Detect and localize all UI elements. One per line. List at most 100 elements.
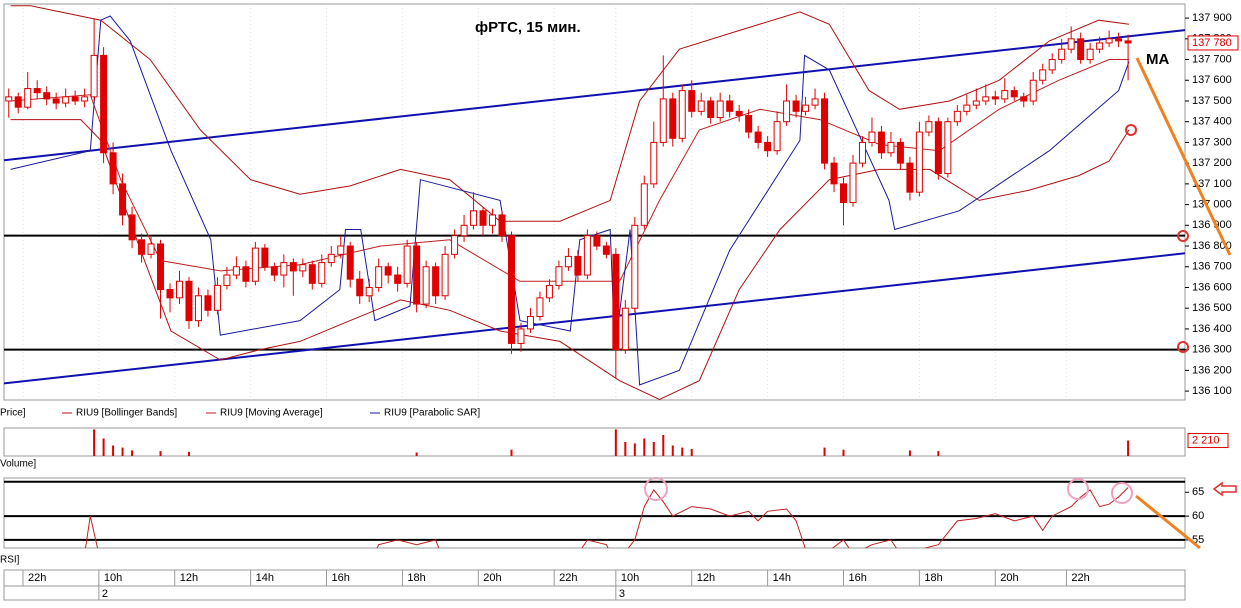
y-tick-label: 137 600 <box>1192 74 1232 86</box>
candle-body <box>1096 42 1104 50</box>
volume-bar <box>93 429 96 456</box>
candle-body <box>669 98 677 139</box>
candle-body <box>299 264 307 272</box>
candle-body <box>545 284 553 299</box>
candle-body <box>640 183 648 226</box>
candle-body <box>840 183 848 204</box>
y-tick-label: 137 400 <box>1192 116 1232 128</box>
volume-bar <box>643 438 646 456</box>
rsi-circle <box>1067 478 1089 500</box>
candle-body <box>413 245 421 305</box>
candle-body <box>185 280 193 322</box>
candle-body <box>631 224 639 309</box>
candle-body <box>612 253 620 351</box>
candle-body <box>232 266 240 276</box>
x-tick-label: 10h <box>104 572 122 584</box>
legend-price: Price] <box>0 408 26 419</box>
candle-body <box>688 90 696 112</box>
candle-body <box>175 280 183 299</box>
candle-body <box>849 162 857 204</box>
volume-bar <box>121 447 124 456</box>
candle-body <box>213 284 221 311</box>
candle-body <box>868 131 876 143</box>
y-tick-label: 137 900 <box>1192 12 1232 24</box>
candle-body <box>583 235 591 276</box>
volume-box <box>1187 433 1229 449</box>
candle-body <box>802 104 810 112</box>
candle-body <box>659 98 667 143</box>
annotation: MA <box>1146 51 1169 68</box>
candle-body <box>157 243 165 291</box>
candle-body <box>365 286 373 297</box>
volume-bar <box>823 447 826 456</box>
day-label: 3 <box>619 588 625 600</box>
rsi-tick-label: 60 <box>1192 510 1204 522</box>
x-tick-label: 22h <box>28 572 46 584</box>
candle-body <box>470 210 478 226</box>
candle-body <box>811 98 819 106</box>
x-tick-label: 22h <box>1071 572 1089 584</box>
last-price-label: 137 780 <box>1192 37 1232 49</box>
candle-body <box>944 121 952 175</box>
candle-body <box>1029 79 1037 102</box>
candle-body <box>1077 38 1085 61</box>
candle-body <box>991 96 999 100</box>
candle-body <box>697 100 705 112</box>
marker-circle <box>1177 230 1189 242</box>
candle-body <box>621 307 629 351</box>
candle-body <box>982 96 990 102</box>
volume-bar <box>510 449 513 456</box>
y-tick-label: 137 100 <box>1192 178 1232 190</box>
candle-body <box>346 245 354 280</box>
x-tick-label: 14h <box>773 572 791 584</box>
candle-body <box>498 214 506 237</box>
candle-body <box>81 96 89 102</box>
candle-body <box>783 100 791 123</box>
volume-pane <box>3 427 1186 457</box>
price-pane <box>3 3 1186 401</box>
candle-body <box>745 114 753 133</box>
y-tick-label: 137 000 <box>1192 198 1232 210</box>
rsi-circle <box>1111 482 1133 504</box>
candle-body <box>821 98 829 164</box>
x-tick-label: 20h <box>1000 572 1018 584</box>
candle-body <box>138 239 146 255</box>
rsi-line <box>37 487 1129 548</box>
candle-body <box>678 90 686 139</box>
chart-title: фРТС, 15 мин. <box>475 19 581 36</box>
y-tick-label: 137 700 <box>1192 53 1232 65</box>
volume-bar <box>633 443 636 456</box>
y-tick-label: 137 300 <box>1192 136 1232 148</box>
candle-body <box>773 121 781 152</box>
candle-body <box>1048 59 1056 71</box>
candle-body <box>460 224 468 237</box>
candle-body <box>24 88 32 108</box>
volume-bar <box>662 435 665 456</box>
candle-body <box>1010 90 1018 98</box>
candle-body <box>394 274 402 284</box>
candle-body <box>327 253 335 264</box>
candle-body <box>1058 48 1066 61</box>
candle-body <box>915 131 923 193</box>
candle-body <box>441 253 449 297</box>
candle-body <box>204 295 212 311</box>
candle-body <box>877 131 885 154</box>
candle-body <box>403 245 411 284</box>
x-tick-label: 18h <box>407 572 425 584</box>
time-axis <box>3 569 1186 601</box>
candle-body <box>972 100 980 106</box>
legend-bollinger: RIU9 [Bollinger Bands] <box>76 408 177 419</box>
day-label: 2 <box>102 588 108 600</box>
candle-body <box>100 54 108 154</box>
candle-body <box>337 245 345 255</box>
x-tick-label: 14h <box>256 572 274 584</box>
candle-body <box>318 262 326 284</box>
candle-body <box>1001 90 1009 100</box>
bollinger-upper <box>10 5 1130 222</box>
candle-body <box>858 141 866 164</box>
forecast-arrow <box>1135 494 1201 550</box>
candle-body <box>71 96 79 102</box>
candle-body <box>507 235 515 344</box>
volume-bar <box>102 438 105 456</box>
